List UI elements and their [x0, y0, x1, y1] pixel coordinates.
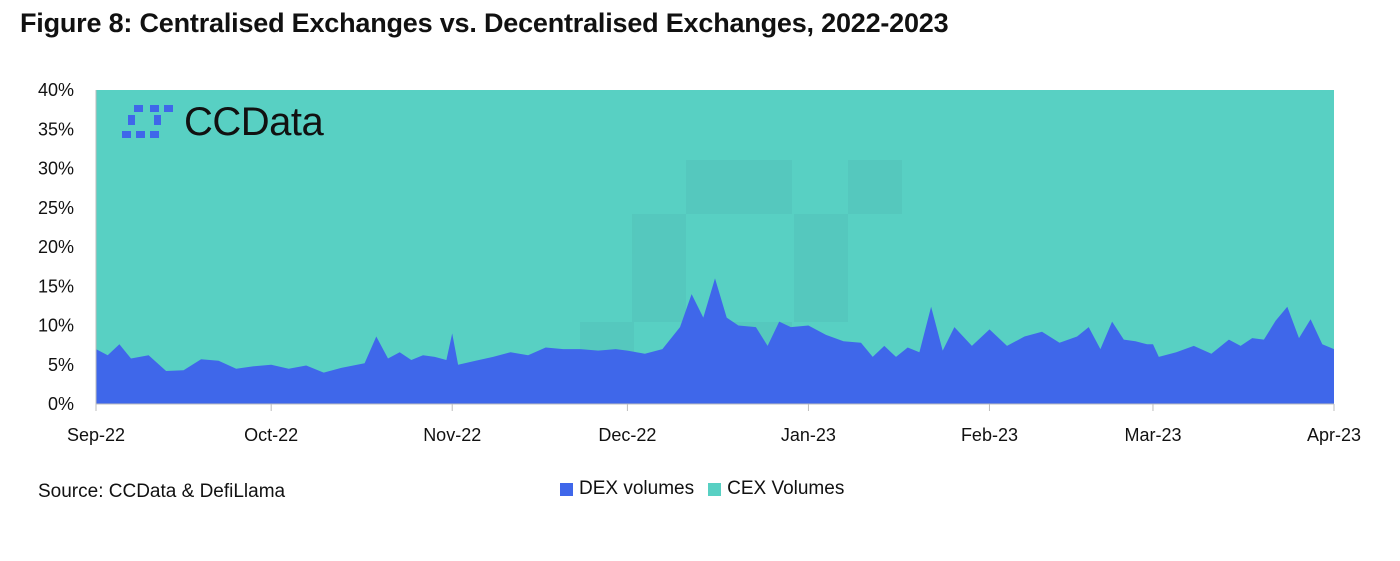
logo-text: CCData [184, 100, 324, 144]
dex-area [96, 278, 1334, 404]
legend-swatch-cex [708, 482, 722, 496]
ccdata-logo-icon [122, 104, 173, 138]
legend-item-cex: CEX Volumes [708, 478, 844, 500]
chart-svg: 0% 5% 10% 15% 20% 25% 30% 35% 40% Sep-22 Oct-22 Nov… [38, 80, 1361, 445]
chart-title: Figure 8: Centralised Exchanges vs. Dece… [20, 8, 949, 38]
y-tick-label: 10% [38, 316, 74, 336]
x-tick-label: Dec-22 [598, 425, 656, 445]
source-note: Source: CCData & DefiLlama [38, 481, 286, 502]
y-tick-label: 25% [38, 198, 74, 218]
y-tick-label: 40% [38, 80, 74, 100]
y-tick-label: 30% [38, 159, 74, 179]
legend-label-cex: CEX Volumes [727, 478, 845, 499]
x-tick-label: Oct-22 [244, 425, 298, 445]
legend-swatch-dex [560, 482, 573, 496]
y-tick-label: 35% [38, 119, 74, 139]
x-tick-label: Jan-23 [781, 425, 836, 445]
legend-item-dex: DEX volumes [560, 478, 694, 500]
ccdata-logo: CCData [120, 100, 324, 145]
x-tick-label: Mar-23 [1124, 425, 1181, 445]
legend-label-dex: DEX volumes [579, 478, 695, 499]
x-tick-label: Apr-23 [1307, 425, 1361, 445]
y-tick-label: 0% [48, 394, 74, 414]
y-tick-label: 15% [38, 276, 74, 296]
x-tick-label: Feb-23 [961, 425, 1018, 445]
x-tick-label: Sep-22 [67, 425, 125, 445]
legend: DEX volumes CEX Volumes [560, 478, 858, 500]
x-tick-label: Nov-22 [423, 425, 481, 445]
y-tick-label: 20% [38, 237, 74, 257]
axes: 0% 5% 10% 15% 20% 25% 30% 35% 40% Sep-22 Oct-22 Nov… [38, 80, 1361, 445]
y-tick-label: 5% [48, 355, 74, 375]
